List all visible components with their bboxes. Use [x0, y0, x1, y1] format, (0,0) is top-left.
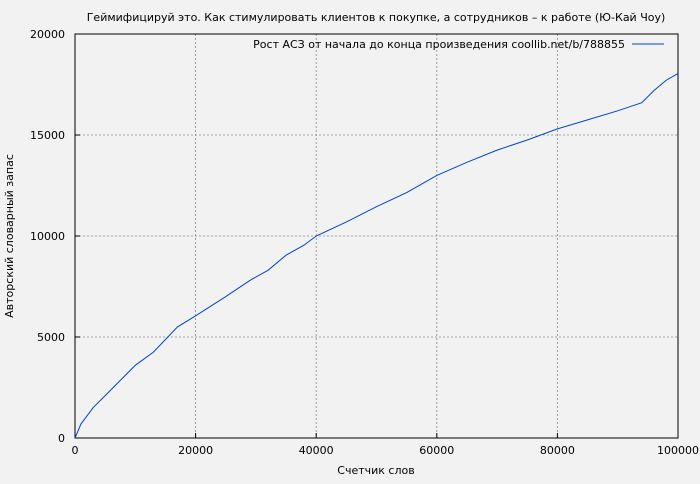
series-line: [74, 72, 679, 439]
y-tick-label: 5000: [37, 331, 65, 344]
chart-title: Геймифицируй это. Как стимулировать клие…: [87, 11, 666, 24]
y-tick-label: 15000: [30, 129, 65, 142]
y-tick-label: 0: [58, 432, 65, 445]
x-axis-label: Счетчик слов: [337, 464, 414, 477]
grid: [75, 34, 678, 438]
series: [74, 72, 679, 439]
x-tick-label: 100000: [657, 444, 699, 457]
x-tick-label: 0: [72, 444, 79, 457]
x-tick-label: 40000: [299, 444, 334, 457]
x-tick-label: 60000: [419, 444, 454, 457]
ticks: 0 20000 40000 60000 80000 100000 0 5000 10000 150…: [30, 28, 699, 457]
x-tick-label: 80000: [540, 444, 575, 457]
x-tick-label: 20000: [178, 444, 213, 457]
y-tick-label: 20000: [30, 28, 65, 41]
y-tick-label: 10000: [30, 230, 65, 243]
y-axis-label: Авторский словарный запас: [3, 154, 16, 318]
legend-label: Рост АСЗ от начала до конца произведения…: [253, 38, 625, 51]
